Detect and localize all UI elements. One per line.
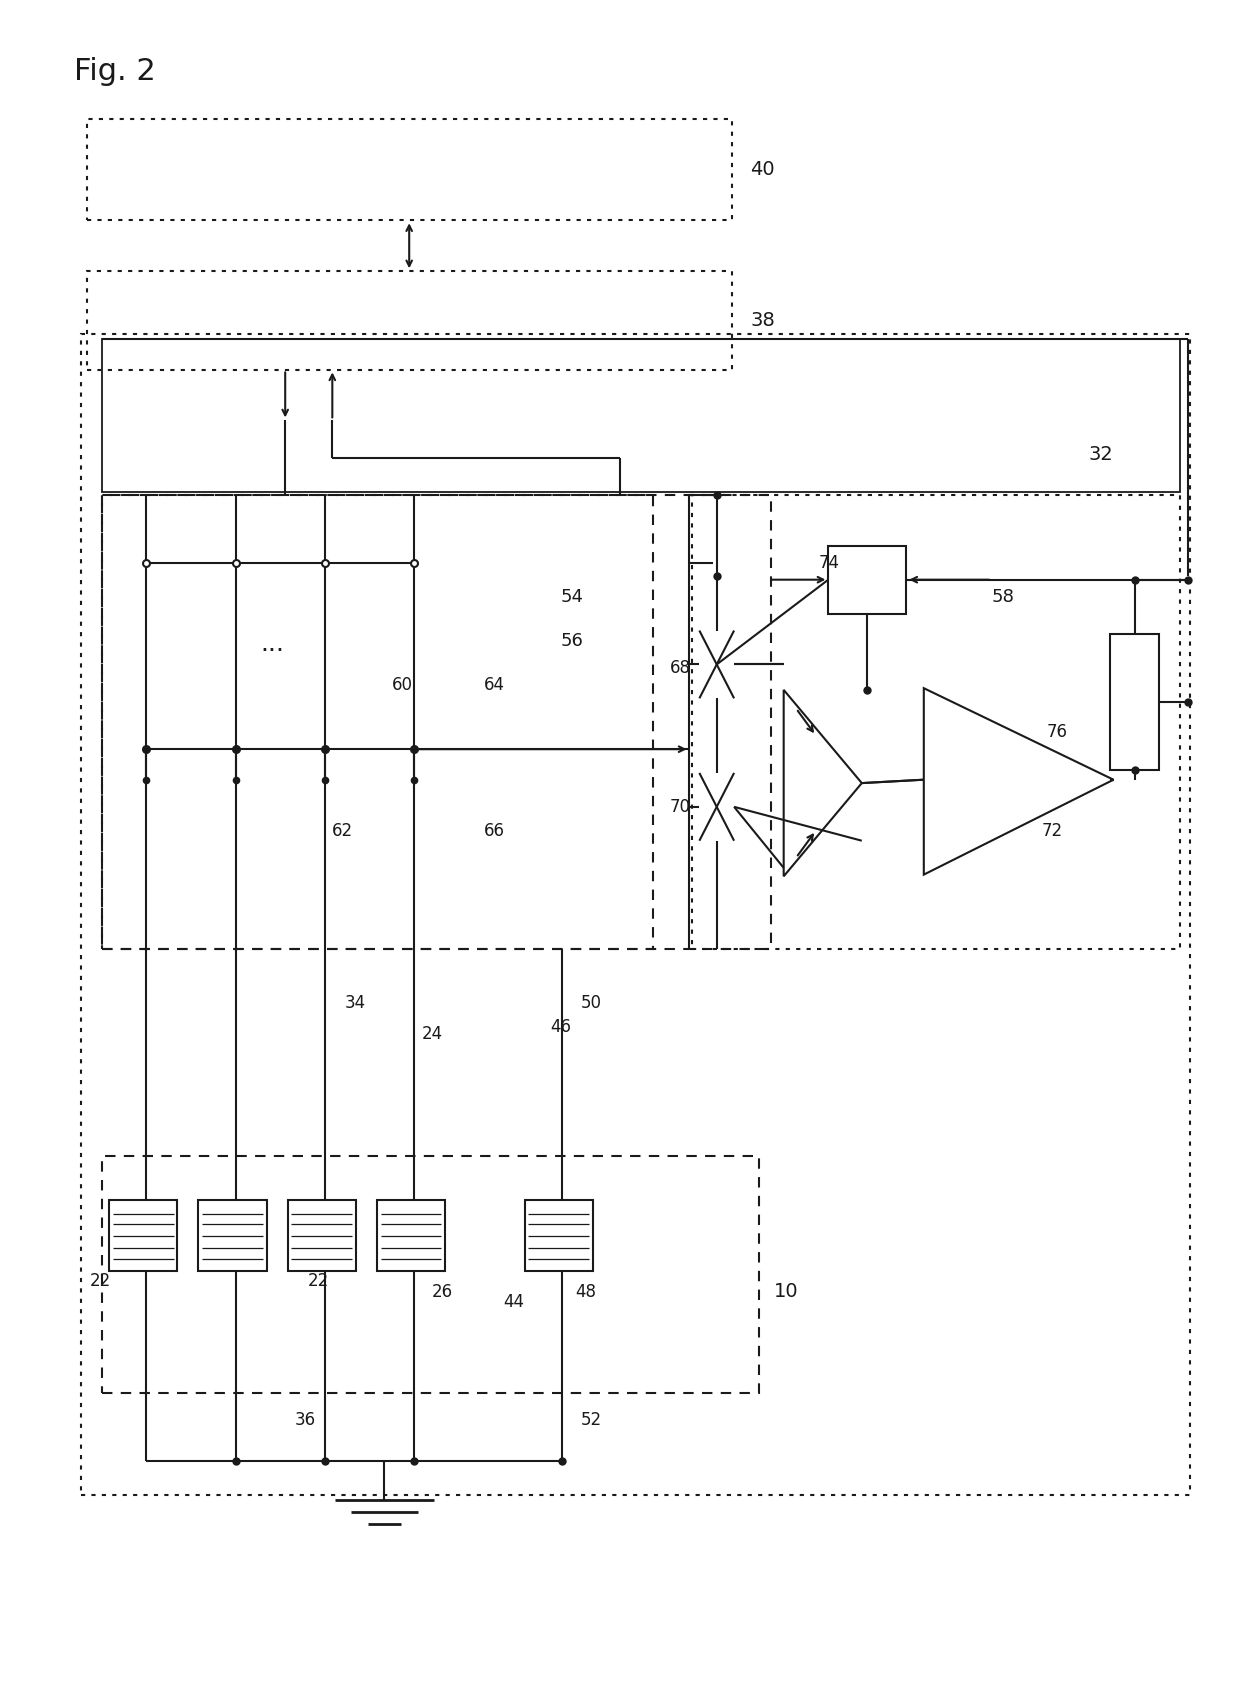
Bar: [692, 495, 1180, 949]
Text: 22: 22: [308, 1273, 329, 1290]
Bar: [198, 1200, 267, 1271]
Bar: [288, 1200, 356, 1271]
Text: 58: 58: [992, 588, 1014, 605]
Text: ...: ...: [260, 632, 285, 656]
Text: 76: 76: [1047, 724, 1068, 741]
Bar: [102, 495, 771, 949]
Text: 10: 10: [774, 1281, 799, 1302]
Text: 50: 50: [580, 995, 601, 1012]
Bar: [109, 1200, 177, 1271]
Text: 56: 56: [560, 632, 583, 649]
Text: Fig. 2: Fig. 2: [74, 56, 156, 86]
Bar: [1110, 634, 1159, 770]
Bar: [102, 1156, 759, 1393]
Text: 48: 48: [575, 1283, 596, 1300]
Text: 22: 22: [89, 1273, 110, 1290]
Text: 62: 62: [332, 822, 353, 839]
Text: 24: 24: [422, 1025, 443, 1042]
Text: 66: 66: [484, 822, 505, 839]
Text: 36: 36: [295, 1412, 316, 1429]
Bar: [102, 495, 653, 949]
Text: 40: 40: [750, 159, 775, 180]
Text: 38: 38: [750, 310, 775, 331]
Text: 32: 32: [1089, 444, 1114, 464]
Text: 74: 74: [818, 554, 839, 571]
Text: 52: 52: [580, 1412, 601, 1429]
Text: 64: 64: [484, 676, 505, 693]
Text: 54: 54: [560, 588, 584, 605]
Bar: [377, 1200, 445, 1271]
Bar: [525, 1200, 593, 1271]
Text: 70: 70: [670, 798, 691, 815]
Bar: [87, 119, 732, 220]
Text: 72: 72: [1042, 822, 1063, 839]
Bar: [828, 546, 906, 614]
Bar: [87, 271, 732, 370]
Text: 60: 60: [392, 676, 413, 693]
Text: 46: 46: [551, 1019, 572, 1036]
Text: 44: 44: [503, 1293, 525, 1310]
Text: 26: 26: [432, 1283, 453, 1300]
Bar: [81, 334, 1190, 1495]
Bar: [102, 339, 1180, 492]
Text: 34: 34: [345, 995, 366, 1012]
Text: 68: 68: [670, 659, 691, 676]
